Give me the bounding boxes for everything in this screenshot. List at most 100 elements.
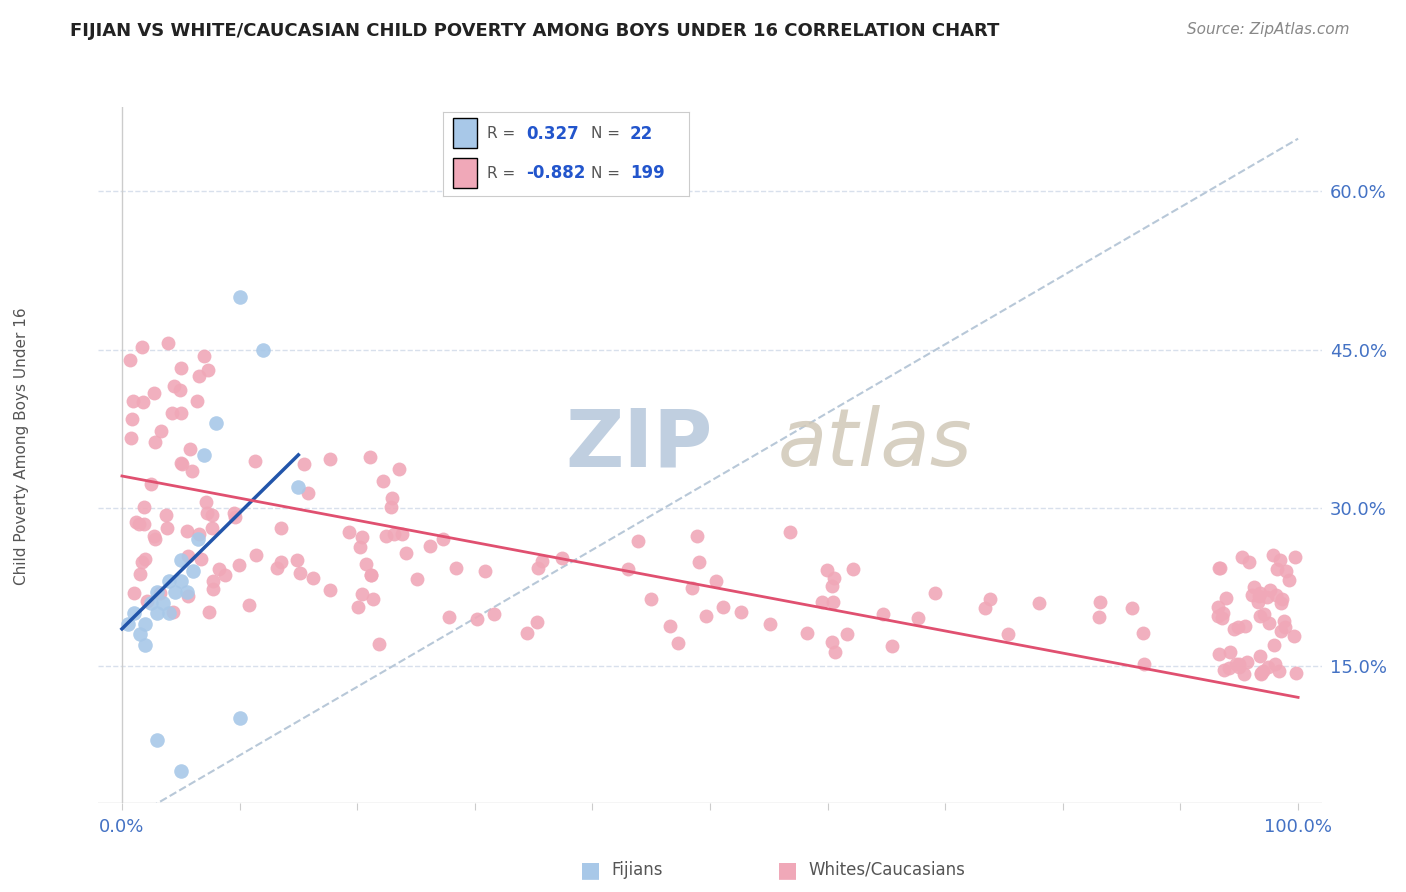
Point [1133,657,1156,672]
Point [1256,590,1278,604]
Point [202,582,225,596]
Point [1253,664,1275,678]
Point [141,595,163,609]
Point [419,539,441,553]
Point [187,526,209,541]
Point [1258,582,1281,597]
Point [824,644,846,658]
Point [190,552,212,566]
Point [444,560,467,574]
Point [195,506,218,520]
Point [214,567,236,582]
Point [439,610,461,624]
Point [1218,660,1240,674]
Point [759,617,782,632]
Point [142,386,165,401]
Point [224,506,246,520]
Point [252,343,274,357]
Point [821,635,844,649]
Point [170,574,193,589]
Point [195,495,218,509]
Point [1239,555,1261,569]
Point [924,586,946,600]
Point [177,589,200,603]
Point [134,551,156,566]
Point [128,516,150,531]
Point [1264,657,1286,672]
Point [1258,616,1281,631]
Point [842,562,865,576]
Point [815,563,838,577]
Point [526,615,548,629]
Point [360,568,382,582]
Point [170,458,193,472]
Point [1270,591,1292,606]
Point [658,619,681,633]
Point [1261,548,1284,562]
Point [270,555,292,569]
Point [1206,600,1229,615]
Point [361,591,384,606]
Point [391,527,413,541]
Point [821,579,844,593]
Point [155,508,177,523]
Point [122,586,145,600]
Point [779,524,801,539]
Point [135,593,157,607]
Point [640,592,662,607]
Point [1233,667,1256,681]
Point [170,406,193,420]
Point [382,527,405,541]
Point [373,474,395,488]
Point [1236,655,1258,669]
Text: 0.327: 0.327 [527,125,579,143]
Point [245,548,267,562]
Point [1250,666,1272,681]
Point [149,425,172,439]
Point [711,599,734,614]
Point [1132,625,1154,640]
Point [132,500,155,514]
Point [186,394,208,409]
Point [208,562,231,576]
Text: ■: ■ [778,860,797,880]
Point [1270,553,1292,567]
Text: ■: ■ [581,860,600,880]
Point [1208,561,1230,575]
Point [170,553,193,567]
Point [122,393,145,408]
Point [176,524,198,538]
Point [290,566,312,581]
Point [626,534,648,549]
Point [1212,664,1234,678]
Point [292,457,315,471]
Point [128,627,150,641]
Point [1270,624,1292,639]
Text: 199: 199 [630,164,665,182]
Point [1227,657,1250,671]
Point [301,571,323,585]
Point [122,606,145,620]
Point [1234,619,1257,633]
Point [1028,596,1050,610]
Point [1225,657,1247,671]
Point [188,369,211,384]
Point [125,516,148,530]
Point [1275,564,1298,578]
Point [1247,595,1270,609]
Point [1272,615,1295,629]
Point [337,525,360,540]
Point [163,585,186,599]
Point [374,529,396,543]
Point [1121,601,1143,615]
FancyBboxPatch shape [453,119,478,148]
Point [907,610,929,624]
Text: -0.882: -0.882 [527,164,586,182]
Point [224,509,246,524]
Point [1088,610,1111,624]
Point [142,529,165,543]
Point [516,626,538,640]
Point [157,574,180,589]
Point [228,290,250,304]
Point [360,568,382,582]
